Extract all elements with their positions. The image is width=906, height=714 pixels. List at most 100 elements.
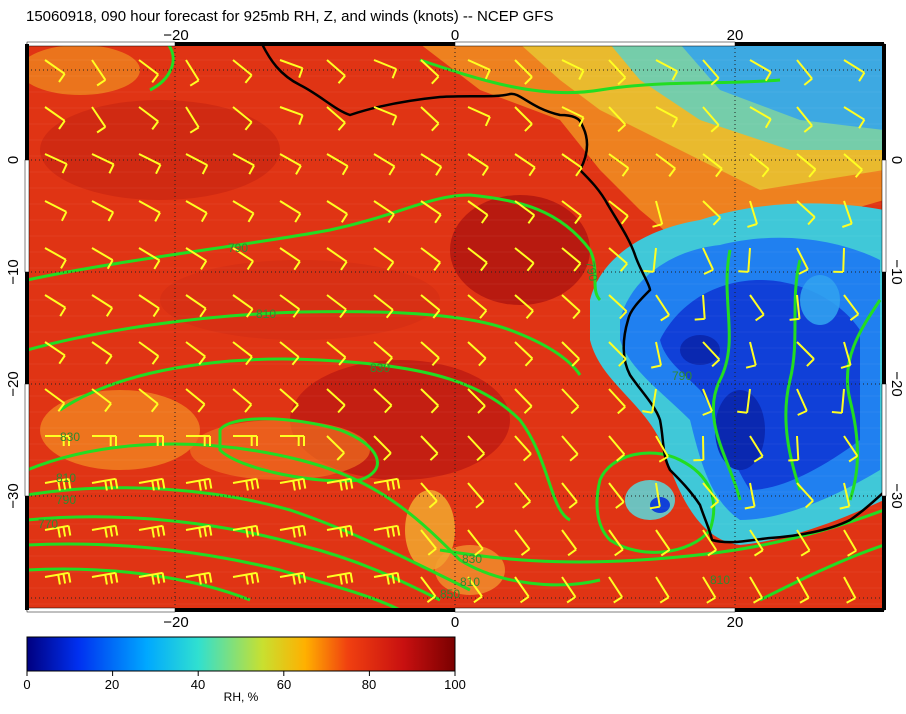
- wind-barb: [561, 59, 585, 80]
- wind-barb: [138, 341, 160, 365]
- wind-barb: [467, 435, 486, 462]
- wind-barb: [44, 294, 67, 317]
- lon-label-top-0: 0: [451, 27, 459, 44]
- wind-barb: [796, 388, 808, 416]
- wind-barb: [420, 482, 438, 509]
- wind-barb: [561, 153, 583, 177]
- wind-barb: [232, 153, 255, 175]
- wind-barb: [185, 571, 213, 585]
- latitude-labels: 0 −10 −20 −30 0 −10 −20 −30: [5, 156, 905, 509]
- wind-barb: [650, 341, 662, 369]
- wind-barb: [44, 59, 66, 83]
- wind-barb: [91, 153, 115, 174]
- wind-barb: [279, 59, 304, 78]
- wind-barb: [796, 153, 817, 178]
- wind-barb: [138, 59, 159, 83]
- wind-barb: [373, 388, 393, 414]
- wind-barb: [843, 435, 859, 463]
- lat-label-left-s20: −20: [5, 371, 22, 396]
- wind-barb: [608, 153, 630, 177]
- wind-barb: [514, 200, 536, 224]
- wind-barb: [279, 294, 301, 318]
- wind-barb: [44, 571, 72, 585]
- wind-barb: [467, 576, 483, 604]
- map-title: 15060918, 090 hour forecast for 925mb RH…: [26, 8, 554, 25]
- wind-barb: [655, 294, 670, 322]
- wind-barb: [373, 524, 401, 538]
- contour-label: 810: [460, 575, 480, 589]
- wind-barb: [373, 341, 393, 366]
- wind-barb: [138, 524, 166, 538]
- wind-barb: [702, 106, 720, 133]
- wind-barb: [326, 571, 354, 585]
- wind-barb: [702, 59, 720, 86]
- wind-barb: [561, 482, 578, 509]
- wind-barb: [420, 529, 437, 556]
- wind-barb: [467, 247, 488, 272]
- wind-barb: [643, 247, 657, 273]
- contour-labels: 790 810 830 810 790 770 830 810 790 850 …: [38, 241, 730, 601]
- rh-field: 790 810 830 810 790 770 830 810 790 850 …: [27, 44, 884, 610]
- contour-label: 830: [462, 552, 482, 566]
- wind-barb: [232, 341, 253, 366]
- wind-barb: [796, 59, 813, 86]
- wind-barb: [655, 106, 679, 128]
- contour-label: 810: [56, 471, 76, 485]
- wind-barb: [279, 247, 301, 271]
- wind-barb: [702, 153, 723, 178]
- wind-barb: [326, 341, 347, 366]
- contour-label: 790: [228, 241, 248, 255]
- wind-barb: [138, 106, 159, 130]
- wind-barb: [91, 388, 112, 413]
- wind-barb: [420, 200, 442, 224]
- wind-barb: [796, 106, 813, 133]
- wind-barb: [514, 482, 532, 509]
- wind-barb: [44, 477, 72, 491]
- wind-barb: [91, 341, 113, 365]
- lat-label-right-s20: −20: [888, 371, 905, 396]
- wind-barb: [655, 153, 676, 177]
- wind-barb: [373, 200, 395, 224]
- wind-barb: [91, 247, 114, 270]
- wind-barb: [738, 247, 751, 273]
- wind-barb: [608, 576, 623, 604]
- wind-barb: [655, 59, 679, 81]
- coastline: [260, 44, 884, 544]
- wind-barb: [608, 341, 627, 367]
- wind-barb: [279, 571, 307, 585]
- wind-barb: [796, 200, 816, 226]
- wind-barb: [514, 106, 533, 132]
- wind-barb: [232, 571, 260, 585]
- wind-barb: [744, 482, 756, 510]
- wind-barb: [91, 294, 114, 317]
- wind-barb: [44, 388, 66, 412]
- wind-barb: [232, 477, 260, 491]
- wind-barb: [326, 435, 345, 461]
- wind-barb: [420, 247, 441, 271]
- contour-label: 850: [440, 587, 460, 601]
- wind-barb: [420, 59, 440, 85]
- wind-barb: [185, 106, 200, 134]
- wind-barb: [561, 247, 582, 272]
- wind-barb: [185, 153, 209, 175]
- wind-barb: [467, 388, 486, 414]
- wind-barb: [373, 571, 401, 585]
- colorbar-tick-label: 0: [23, 677, 31, 692]
- wind-barb: [839, 482, 851, 510]
- contour-label: 830: [60, 430, 80, 444]
- wind-barb: [694, 294, 706, 321]
- wind-barb: [279, 524, 307, 538]
- wind-barb: [514, 529, 531, 556]
- wind-barb: [642, 388, 657, 414]
- wind-barb: [91, 59, 107, 87]
- wind-barb: [44, 524, 72, 538]
- wind-barb: [279, 200, 302, 223]
- colorbar-tick-label: 60: [276, 677, 292, 692]
- wind-barb: [91, 571, 119, 585]
- wind-barb: [745, 341, 757, 369]
- colorbar-tick-label: 40: [190, 677, 206, 692]
- wind-barb: [788, 435, 800, 462]
- wind-barb: [232, 388, 253, 413]
- lon-label-bottom-w20: −20: [163, 614, 188, 631]
- wind-barb: [796, 576, 810, 604]
